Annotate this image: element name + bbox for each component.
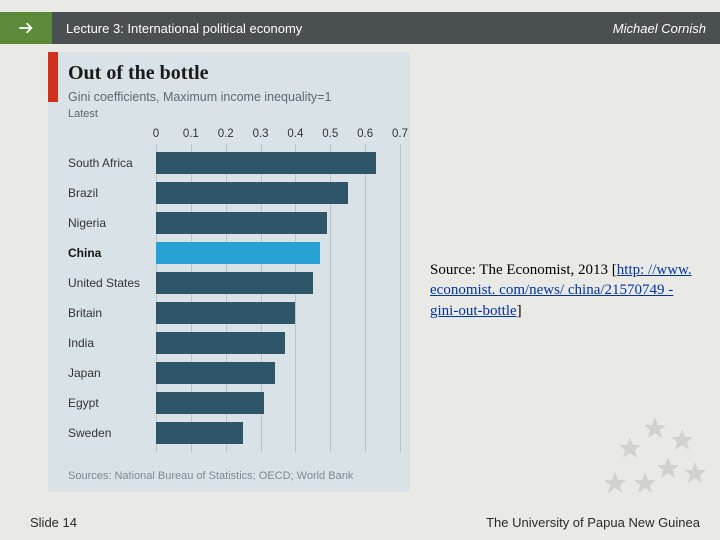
university-name: The University of Papua New Guinea — [486, 515, 700, 530]
axis-tick: 0.6 — [357, 128, 373, 140]
bar-track — [156, 328, 400, 358]
slide-number: Slide 14 — [30, 515, 77, 530]
bar — [156, 272, 313, 294]
bar-row: Nigeria — [68, 208, 400, 238]
bar — [156, 302, 295, 324]
axis-tick: 0.4 — [287, 128, 303, 140]
country-label: Sweden — [68, 426, 156, 440]
bar-track — [156, 238, 400, 268]
bar-track — [156, 358, 400, 388]
bar — [156, 152, 376, 174]
bar — [156, 332, 285, 354]
citation-suffix: ] — [517, 303, 522, 319]
bar-track — [156, 268, 400, 298]
bar-row: Egypt — [68, 388, 400, 418]
bar-track — [156, 418, 400, 448]
axis-tick: 0.5 — [322, 128, 338, 140]
gini-chart: Out of the bottle Gini coefficients, Max… — [48, 52, 410, 492]
bar-track — [156, 388, 400, 418]
chart-sources: Sources: National Bureau of Statistics; … — [68, 470, 353, 482]
bar — [156, 212, 327, 234]
axis-tick: 0.7 — [392, 128, 408, 140]
bar — [156, 182, 348, 204]
arrow-right-icon — [16, 18, 36, 38]
next-arrow-button[interactable] — [0, 12, 52, 44]
country-label: India — [68, 336, 156, 350]
country-label: Nigeria — [68, 216, 156, 230]
gridline — [400, 144, 401, 452]
axis-tick: 0.1 — [183, 128, 199, 140]
accent-tab — [48, 52, 58, 102]
bar-row: India — [68, 328, 400, 358]
bar-track — [156, 148, 400, 178]
x-axis: 00.10.20.30.40.50.60.7 — [156, 128, 400, 144]
bar-row: China — [68, 238, 400, 268]
citation-block: Source: The Economist, 2013 [http: //www… — [430, 260, 700, 321]
bar — [156, 242, 320, 264]
country-label: China — [68, 246, 156, 260]
bar-track — [156, 208, 400, 238]
citation-prefix: Source: The Economist, 2013 [ — [430, 262, 617, 278]
lecture-title: Lecture 3: International political econo… — [66, 21, 302, 36]
bar-row: Sweden — [68, 418, 400, 448]
bar-track — [156, 298, 400, 328]
bar-track — [156, 178, 400, 208]
country-label: Brazil — [68, 186, 156, 200]
bar — [156, 362, 275, 384]
axis-tick: 0 — [153, 128, 159, 140]
author-name: Michael Cornish — [613, 21, 706, 36]
top-bar: Lecture 3: International political econo… — [0, 12, 720, 44]
bar-row: Brazil — [68, 178, 400, 208]
slide-footer: Slide 14 The University of Papua New Gui… — [30, 515, 700, 530]
country-label: Egypt — [68, 396, 156, 410]
country-label: Britain — [68, 306, 156, 320]
bar-row: Britain — [68, 298, 400, 328]
country-label: United States — [68, 276, 156, 290]
country-label: South Africa — [68, 156, 156, 170]
title-bar: Lecture 3: International political econo… — [52, 12, 720, 44]
country-label: Japan — [68, 366, 156, 380]
chart-latest-label: Latest — [68, 108, 98, 120]
chart-subtitle: Gini coefficients, Maximum income inequa… — [68, 90, 331, 104]
slide-container: Lecture 3: International political econo… — [0, 0, 720, 540]
chart-title: Out of the bottle — [68, 62, 209, 85]
bar-row: United States — [68, 268, 400, 298]
axis-tick: 0.2 — [218, 128, 234, 140]
bar — [156, 392, 264, 414]
bar — [156, 422, 243, 444]
chart-bars: South Africa Brazil Nigeria China United Sta… — [68, 148, 400, 448]
axis-tick: 0.3 — [253, 128, 269, 140]
bar-row: South Africa — [68, 148, 400, 178]
bar-row: Japan — [68, 358, 400, 388]
decorative-stars — [600, 417, 710, 512]
